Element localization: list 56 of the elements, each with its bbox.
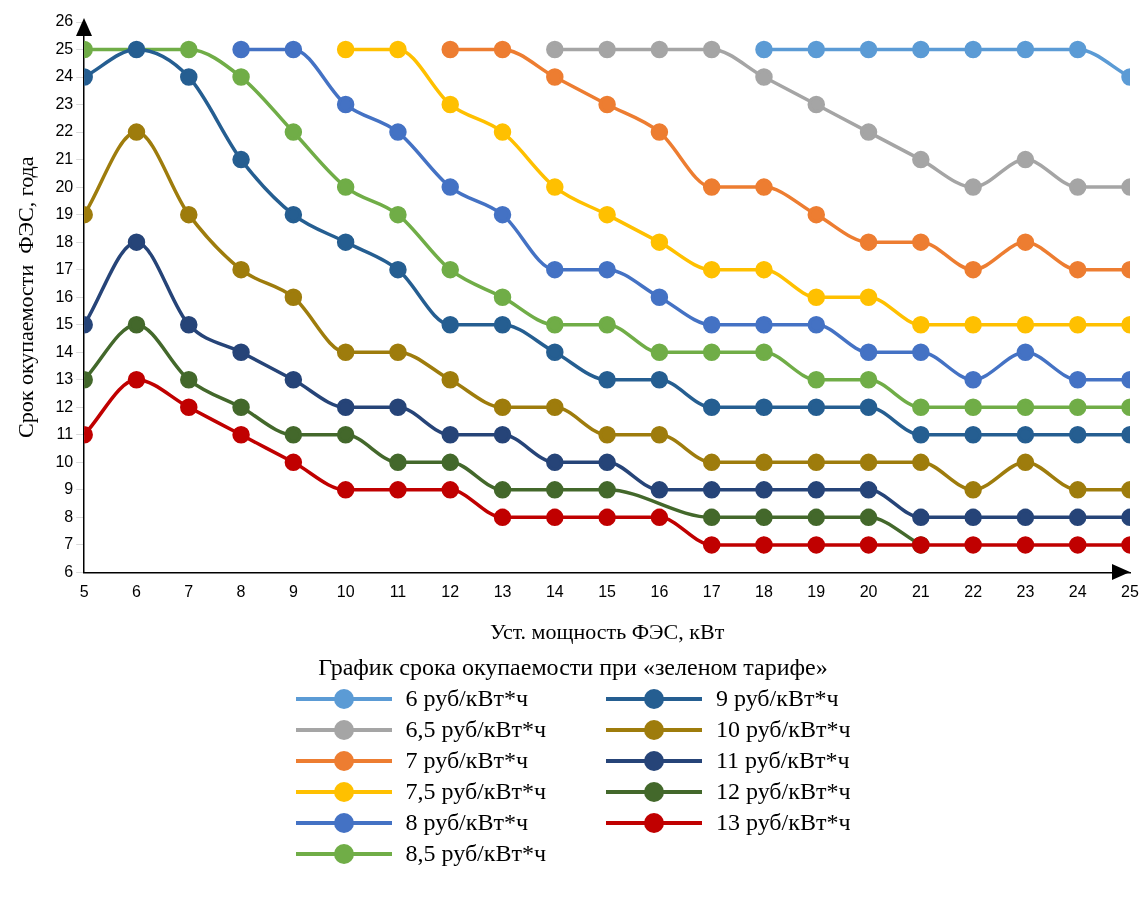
x-tick-label: 13 bbox=[493, 583, 512, 601]
x-tick-label: 5 bbox=[79, 583, 89, 601]
x-tick-label: 18 bbox=[755, 583, 773, 601]
y-axis-title: Срок окупаемости ФЭС, года bbox=[12, 156, 38, 438]
x-axis-title: Уст. мощность ФЭС, кВт bbox=[489, 618, 725, 644]
legend-label: 6 руб/кВт*ч bbox=[405, 685, 528, 712]
x-tick-label: 14 bbox=[545, 583, 564, 601]
legend-label: 7 руб/кВт*ч bbox=[405, 747, 528, 774]
legend-label: 8 руб/кВт*ч bbox=[405, 809, 528, 836]
y-tick-label: 17 bbox=[55, 260, 74, 278]
x-tick-label: 19 bbox=[807, 583, 826, 601]
y-tick-label: 7 bbox=[64, 535, 74, 553]
y-tick-label: 19 bbox=[55, 205, 74, 223]
y-tick-label: 8 bbox=[64, 507, 74, 525]
x-tick-label: 6 bbox=[132, 583, 142, 601]
x-tick-label: 12 bbox=[441, 583, 460, 601]
y-tick-label: 14 bbox=[55, 342, 74, 360]
legend-label: 10 руб/кВт*ч bbox=[716, 716, 851, 743]
x-tick-label: 10 bbox=[336, 583, 355, 601]
x-tick-label: 9 bbox=[288, 583, 298, 601]
y-tick-label: 9 bbox=[64, 480, 74, 498]
x-tick-label: 17 bbox=[702, 583, 721, 601]
y-tick-label: 13 bbox=[55, 370, 74, 388]
legend-label: 9 руб/кВт*ч bbox=[716, 685, 839, 712]
y-tick-label: 22 bbox=[55, 122, 74, 140]
y-tick-label: 24 bbox=[55, 67, 74, 85]
x-tick-label: 24 bbox=[1068, 583, 1087, 601]
legend-label: 13 руб/кВт*ч bbox=[716, 809, 851, 836]
legend-label: 6,5 руб/кВт*ч bbox=[405, 716, 546, 743]
x-tick-label: 23 bbox=[1016, 583, 1035, 601]
y-tick-label: 20 bbox=[55, 177, 74, 195]
y-tick-label: 23 bbox=[55, 94, 74, 112]
x-tick-label: 16 bbox=[650, 583, 669, 601]
legend-label: 7,5 руб/кВт*ч bbox=[405, 778, 546, 805]
x-tick-label: 11 bbox=[389, 583, 407, 601]
y-tick-label: 10 bbox=[55, 452, 74, 470]
legend-title: График срока окупаемости при «зеленом тарифе» bbox=[318, 654, 828, 681]
y-tick-label: 25 bbox=[55, 39, 74, 57]
x-tick-label: 7 bbox=[184, 583, 194, 601]
x-tick-label: 25 bbox=[1121, 583, 1139, 601]
y-tick-label: 11 bbox=[56, 425, 74, 443]
legend-label: 12 руб/кВт*ч bbox=[716, 778, 851, 805]
y-tick-label: 16 bbox=[55, 287, 74, 305]
y-tick-label: 21 bbox=[55, 150, 74, 168]
y-tick-label: 15 bbox=[55, 315, 74, 333]
legend-label: 11 руб/кВт*ч bbox=[716, 747, 850, 774]
x-tick-label: 15 bbox=[598, 583, 617, 601]
y-tick-label: 6 bbox=[64, 562, 74, 580]
x-tick-label: 22 bbox=[964, 583, 983, 601]
y-tick-label: 12 bbox=[55, 397, 74, 415]
x-tick-label: 21 bbox=[911, 583, 930, 601]
x-tick-label: 8 bbox=[236, 583, 246, 601]
legend-label: 8,5 руб/кВт*ч bbox=[405, 840, 546, 867]
x-tick-label: 20 bbox=[859, 583, 878, 601]
y-tick-label: 18 bbox=[55, 232, 74, 250]
y-tick-label: 26 bbox=[55, 12, 74, 30]
